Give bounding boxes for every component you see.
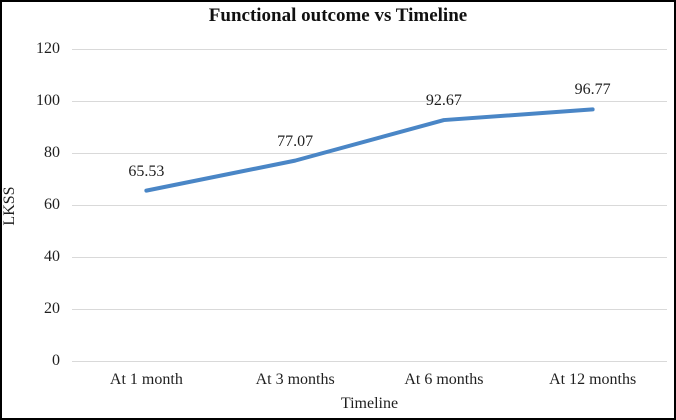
x-tick-label-2: At 3 months (255, 371, 335, 388)
x-tick-label-1: At 1 month (109, 371, 183, 388)
data-label-3: 92.67 (425, 92, 462, 110)
y-tick-label-80: 80 (44, 144, 60, 161)
gridline-y-0 (72, 361, 667, 362)
gridline-y-120 (72, 49, 667, 50)
y-tick-label-120: 120 (36, 40, 60, 57)
gridline-y-40 (72, 257, 667, 258)
y-tick-label-40: 40 (44, 248, 60, 265)
gridline-y-20 (72, 309, 667, 310)
series-line-lkss (144, 107, 595, 193)
x-tick-label-3: At 6 months (404, 371, 484, 388)
gridline-y-80 (72, 153, 667, 154)
chart-title: Functional outcome vs Timeline (208, 5, 468, 26)
y-tick-label-100: 100 (36, 92, 60, 109)
line-series-svg (144, 107, 595, 193)
gridline-y-60 (72, 205, 667, 206)
y-tick-label-60: 60 (44, 196, 60, 213)
plot-area: 65.53 77.07 92.67 96.77 (72, 49, 667, 362)
data-label-4: 96.77 (574, 81, 611, 99)
gridline-y-100 (72, 101, 667, 102)
y-tick-label-20: 20 (44, 300, 60, 317)
x-axis-title: Timeline (340, 395, 399, 412)
data-label-2: 77.07 (277, 132, 314, 150)
x-tick-label-4: At 12 months (549, 371, 637, 388)
data-label-1: 65.53 (128, 162, 165, 180)
y-tick-label-0: 0 (52, 352, 60, 369)
